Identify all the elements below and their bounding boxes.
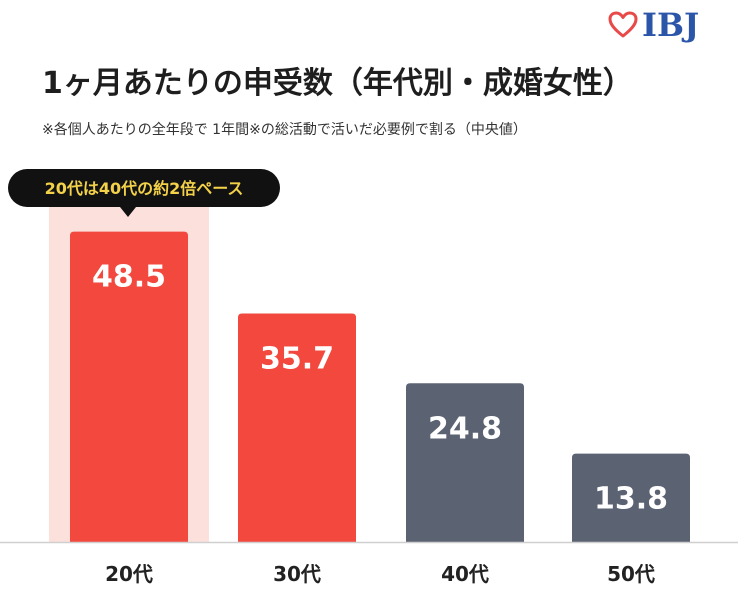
category-labels: 20代 30代 40代 50代: [105, 562, 655, 586]
category-label: 30代: [273, 562, 321, 586]
chart-subtitle: ※各個人あたりの全年段で 1年間※の総活動で活いだ必要例で割る（中央値）: [42, 122, 527, 138]
bar-40代: [406, 383, 524, 542]
category-label: 40代: [441, 562, 489, 586]
bar-50代: [572, 453, 690, 542]
bar-30代: [238, 313, 356, 542]
logo-text: IBJ: [642, 6, 700, 44]
bar-chart: 48.5 35.7 24.8 13.8 20代 30代 40代 50代 20代は40代の約2…: [0, 169, 738, 586]
category-label: 20代: [105, 562, 153, 586]
ibj-logo: IBJ: [608, 6, 699, 44]
callout-bubble: [8, 169, 280, 217]
bar-value-label: 35.7: [260, 342, 334, 377]
bar-value-label: 24.8: [428, 411, 502, 446]
bars: 48.5 35.7 24.8 13.8: [70, 231, 690, 542]
bar-value-label: 13.8: [594, 482, 668, 517]
callout: 20代は40代の約2倍ペース: [8, 169, 280, 217]
chart-title: 1ヶ月あたりの申受数（年代別・成婚女性）: [42, 66, 633, 101]
category-label: 50代: [607, 562, 655, 586]
bar-value-label: 48.5: [92, 260, 166, 295]
heart-icon: [608, 11, 638, 38]
bar-20代: [70, 231, 188, 542]
callout-text: 20代は40代の約2倍ペース: [45, 179, 244, 198]
